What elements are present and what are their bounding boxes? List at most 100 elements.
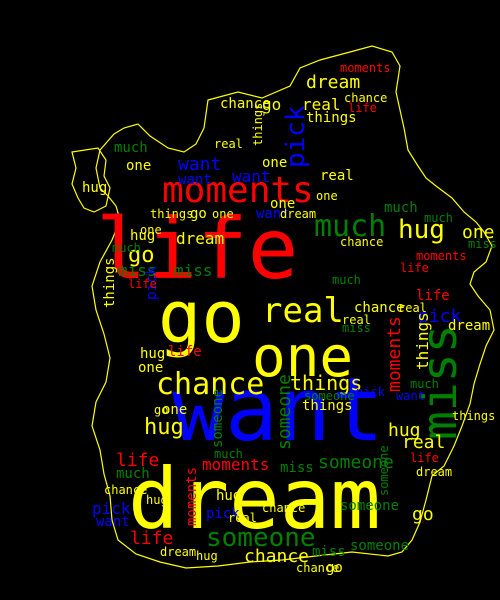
cloud-word-dream: dream (160, 545, 196, 559)
cloud-word-miss: miss (342, 321, 371, 335)
cloud-word-dream: dream (128, 450, 381, 548)
cloud-word-one: one (270, 196, 295, 212)
cloud-word-dream: dream (448, 318, 490, 334)
mask-outline-ear (71, 147, 111, 213)
cloud-word-hug: hug (388, 420, 421, 441)
cloud-word-dream: dream (280, 207, 316, 221)
cloud-word-real: real (262, 291, 344, 331)
cloud-word-chance: chance (340, 235, 383, 249)
cloud-word-pick: pick (356, 385, 386, 399)
cloud-word-much: much (116, 466, 150, 482)
cloud-word-want: want (396, 389, 425, 403)
cloud-word-life: life (116, 450, 159, 471)
cloud-word-life: life (416, 288, 450, 304)
cloud-word-real: real (398, 301, 427, 315)
cloud-word-chance: chance (296, 561, 339, 575)
cloud-word-miss: miss (118, 261, 157, 280)
cloud-word-moments: moments (384, 316, 405, 392)
cloud-word-miss: miss (412, 324, 468, 440)
cloud-word-hug: hug (398, 215, 445, 245)
cloud-word-go: go (326, 560, 343, 576)
cloud-word-miss: miss (280, 460, 314, 476)
cloud-word-real: real (402, 432, 445, 453)
cloud-word-real: real (228, 511, 257, 525)
cloud-word-want: want (232, 167, 271, 186)
cloud-word-life: life (400, 261, 429, 275)
cloud-word-things: things (251, 103, 265, 146)
cloud-word-one: one (462, 222, 495, 243)
cloud-word-someone: someone (210, 389, 226, 448)
cloud-word-hug: hug (196, 549, 218, 563)
cloud-word-miss: miss (174, 261, 213, 280)
cloud-word-chance: chance (156, 367, 264, 402)
cloud-word-chance: chance (262, 501, 305, 515)
cloud-word-one: one (138, 360, 163, 376)
cloud-word-real: real (342, 313, 371, 327)
cloud-word-miss: miss (468, 237, 497, 251)
cloud-word-someone: someone (206, 523, 316, 553)
cloud-word-go: go (154, 403, 168, 417)
cloud-word-one: one (126, 158, 151, 174)
cloud-word-one: one (316, 189, 338, 203)
cloud-word-things: things (302, 398, 353, 414)
cloud-word-want: want (256, 206, 290, 222)
cloud-word-one: one (252, 325, 353, 390)
cloud-word-dream: dream (306, 72, 360, 93)
cloud-word-real: real (214, 137, 243, 151)
cloud-word-life: life (348, 101, 377, 115)
cloud-word-moments: moments (202, 455, 269, 474)
cloud-word-pick: pick (206, 506, 240, 522)
cloud-word-chance: chance (220, 96, 271, 112)
cloud-word-life: life (96, 200, 298, 298)
cloud-word-things: things (413, 312, 432, 370)
cloud-word-someone: someone (350, 538, 409, 554)
cloud-word-want: want (178, 172, 212, 188)
cloud-word-much: much (384, 200, 418, 216)
cloud-word-one: one (162, 402, 187, 418)
cloud-word-moments: moments (184, 467, 200, 526)
cloud-word-pick: pick (281, 105, 311, 168)
cloud-word-someone: someone (318, 452, 394, 473)
cloud-word-hug: hug (216, 488, 241, 504)
cloud-word-life: life (410, 451, 439, 465)
cloud-word-dream: dream (176, 229, 224, 248)
cloud-word-moments: moments (416, 249, 467, 263)
cloud-word-go: go (158, 275, 245, 359)
cloud-word-much: much (410, 377, 439, 391)
cloud-word-chance: chance (344, 91, 387, 105)
cloud-word-go: go (412, 504, 434, 525)
cloud-word-go: go (128, 243, 155, 268)
cloud-word-someone: someone (340, 498, 399, 514)
cloud-word-much: much (214, 447, 243, 461)
cloud-word-things: things (150, 207, 193, 221)
cloud-word-much: much (332, 273, 361, 287)
cloud-word-pick: pick (92, 499, 131, 518)
cloud-word-things: things (102, 257, 118, 308)
cloud-word-one: one (212, 207, 234, 221)
cloud-word-hug: hug (144, 415, 184, 440)
cloud-word-dream: dream (416, 465, 452, 479)
cloud-word-things: things (452, 409, 495, 423)
cloud-word-much: much (424, 211, 453, 225)
cloud-word-chance: chance (354, 300, 405, 316)
cloud-word-miss: miss (312, 544, 346, 560)
cloud-word-chance: chance (244, 546, 309, 567)
cloud-word-moments: moments (340, 61, 391, 75)
cloud-word-real: real (302, 95, 341, 114)
cloud-word-someone: someone (304, 389, 355, 403)
cloud-word-one: one (140, 223, 162, 237)
cloud-word-go: go (262, 95, 281, 114)
cloud-word-want: want (96, 514, 130, 530)
cloud-word-pick: pick (144, 266, 160, 300)
cloud-word-life: life (128, 277, 157, 291)
cloud-word-chance: chance (104, 483, 147, 497)
cloud-word-things: things (290, 371, 362, 395)
cloud-word-life: life (168, 344, 202, 360)
cloud-word-hug: hug (140, 346, 165, 362)
cloud-word-things: things (306, 110, 357, 126)
cloud-word-someone: someone (377, 445, 391, 496)
cloud-word-hug: hug (82, 180, 107, 196)
cloud-word-life: life (130, 528, 173, 549)
cloud-word-moments: moments (162, 170, 314, 211)
